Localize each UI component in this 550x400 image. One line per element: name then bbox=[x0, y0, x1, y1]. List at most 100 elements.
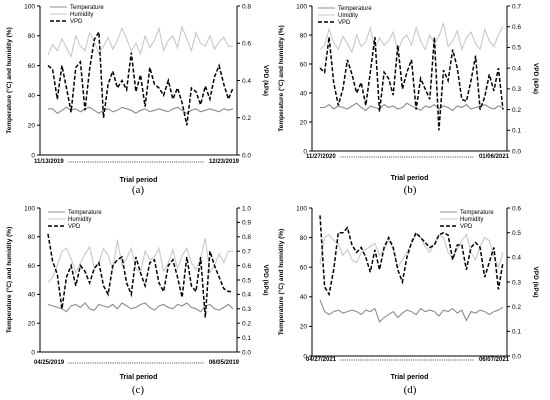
start-date-label: 04/25/2019 bbox=[34, 360, 65, 366]
left-tick-label: 40 bbox=[28, 93, 36, 100]
right-tick-label: 0.5 bbox=[512, 45, 521, 52]
chart-panel-1: 0 20 40 60 80 100 0.0 0.2 0.4 0.6 0.8 Temperature (… bbox=[5, 3, 269, 196]
legend-label: Humidity bbox=[70, 12, 93, 18]
left-tick-label: 100 bbox=[296, 205, 307, 212]
legend-label: Temperature bbox=[460, 210, 494, 216]
left-axis-label: Temperature (°C) and humidity (%) bbox=[277, 25, 285, 132]
legend-label: VPD bbox=[338, 20, 351, 26]
legend-label: VPD bbox=[68, 224, 81, 230]
left-tick-label: 80 bbox=[300, 235, 308, 242]
start-date-label: 11/13/2019 bbox=[34, 159, 64, 165]
panel-label: (b) bbox=[404, 184, 417, 196]
left-tick-label: 20 bbox=[300, 119, 308, 126]
right-tick-label: 0.0 bbox=[512, 353, 521, 360]
series-line-temperature bbox=[320, 102, 504, 112]
right-tick-label: 0.5 bbox=[242, 277, 251, 284]
right-tick-label: 0.3 bbox=[512, 86, 521, 93]
legend-label: Temperature bbox=[70, 5, 104, 11]
right-tick-label: 0.6 bbox=[242, 263, 251, 270]
left-tick-label: 60 bbox=[300, 61, 308, 68]
legend-label: VPD bbox=[70, 19, 83, 25]
right-axis-label: VPD (kPa) bbox=[532, 63, 539, 94]
right-tick-label: 0.2 bbox=[512, 304, 521, 311]
right-tick-label: 0.4 bbox=[242, 292, 251, 299]
left-tick-label: 100 bbox=[296, 3, 307, 10]
left-tick-label: 60 bbox=[300, 265, 308, 272]
right-tick-label: 0.1 bbox=[242, 335, 251, 342]
left-tick-label: 0 bbox=[303, 353, 307, 360]
legend-label: Humidity bbox=[68, 217, 91, 223]
left-axis-label: Temperature (°C) and humidity (%) bbox=[277, 229, 285, 336]
left-tick-label: 80 bbox=[300, 32, 308, 39]
right-tick-label: 0.1 bbox=[512, 128, 521, 135]
series-line-vpd bbox=[47, 233, 233, 318]
left-tick-label: 100 bbox=[24, 205, 35, 212]
series-line-humidity bbox=[47, 25, 233, 59]
left-tick-label: 40 bbox=[300, 90, 308, 97]
legend-label: Temperature bbox=[338, 6, 372, 12]
right-tick-label: 0.4 bbox=[512, 255, 521, 262]
series-line-temperature bbox=[48, 106, 234, 114]
chart-panel-2: 0 20 40 60 80 100 0.0 0.1 0.2 0.3 0.4 0.5 0.6 0.7 Temp… bbox=[277, 3, 539, 196]
left-tick-label: 100 bbox=[24, 3, 35, 10]
right-tick-label: 0.1 bbox=[512, 329, 521, 336]
left-tick-label: 40 bbox=[28, 292, 36, 299]
panel-label: (d) bbox=[404, 384, 417, 396]
legend-label: Humidity bbox=[460, 217, 483, 223]
x-axis-label: Trial period bbox=[120, 177, 158, 184]
series-line-temperature bbox=[319, 299, 504, 324]
x-axis-label: Trial period bbox=[120, 374, 158, 381]
right-tick-label: 0.6 bbox=[242, 41, 251, 48]
left-tick-label: 20 bbox=[28, 123, 36, 130]
legend-label: Umidity bbox=[338, 13, 358, 19]
right-tick-label: 0.0 bbox=[242, 349, 251, 356]
right-tick-label: 0.2 bbox=[512, 107, 521, 114]
start-date-label: 11/27/2020 bbox=[306, 154, 336, 160]
right-tick-label: 0.6 bbox=[512, 205, 521, 212]
left-tick-label: 80 bbox=[28, 234, 36, 241]
right-axis-label: VPD (kPa) bbox=[532, 266, 539, 297]
right-tick-label: 0.3 bbox=[242, 306, 251, 313]
left-tick-label: 20 bbox=[300, 324, 308, 331]
right-tick-label: 0.2 bbox=[242, 321, 251, 328]
left-tick-label: 80 bbox=[28, 33, 36, 40]
x-axis-label: Trial period bbox=[391, 175, 429, 182]
right-tick-label: 0.6 bbox=[512, 24, 521, 31]
series-line-vpd bbox=[319, 37, 504, 131]
chart-panel-3: 0 20 40 60 80 100 0.0 0.1 0.2 0.3 0.4 0.5 0.6 0.7 0.8 0… bbox=[5, 205, 269, 396]
series-line-humidity bbox=[319, 233, 504, 269]
end-date-label: 06/07/2021 bbox=[479, 357, 510, 363]
right-tick-label: 0.4 bbox=[242, 78, 251, 85]
panel-label: (a) bbox=[132, 184, 145, 196]
chart-panel-4: 0 20 40 60 80 100 0.0 0.1 0.2 0.3 0.4 0.5 0.6 Tempera… bbox=[277, 205, 539, 396]
left-axis-label: Temperature (°C) and humidity (%) bbox=[5, 227, 13, 334]
left-tick-label: 0 bbox=[31, 349, 35, 356]
panel-label: (c) bbox=[132, 384, 145, 396]
right-tick-label: 0.2 bbox=[242, 115, 251, 122]
end-date-label: 12/23/2019 bbox=[209, 159, 240, 165]
right-tick-label: 0.9 bbox=[242, 220, 251, 227]
right-axis-label: VPD (kPa) bbox=[262, 65, 269, 96]
right-tick-label: 0.8 bbox=[242, 234, 251, 241]
left-tick-label: 60 bbox=[28, 263, 36, 270]
right-tick-label: 1.0 bbox=[242, 205, 251, 212]
legend-label: Temperature bbox=[68, 210, 102, 216]
left-tick-label: 0 bbox=[31, 152, 35, 159]
end-date-label: 06/05/2019 bbox=[209, 360, 240, 366]
series-line-temperature bbox=[47, 302, 234, 313]
right-tick-label: 0.7 bbox=[242, 249, 251, 256]
right-tick-label: 0.0 bbox=[242, 152, 251, 159]
x-axis-label: Trial period bbox=[391, 374, 429, 381]
right-tick-label: 0.7 bbox=[512, 3, 521, 10]
left-axis-label: Temperature (°C) and humidity (%) bbox=[5, 27, 13, 134]
legend-label: VPD bbox=[460, 224, 473, 230]
right-tick-label: 0.4 bbox=[512, 65, 521, 72]
left-tick-label: 20 bbox=[28, 321, 36, 328]
left-tick-label: 60 bbox=[28, 63, 36, 70]
right-tick-label: 0.5 bbox=[512, 230, 521, 237]
right-tick-label: 0.8 bbox=[242, 3, 251, 10]
series-line-umidity bbox=[319, 21, 504, 54]
series-line-vpd bbox=[319, 215, 504, 297]
